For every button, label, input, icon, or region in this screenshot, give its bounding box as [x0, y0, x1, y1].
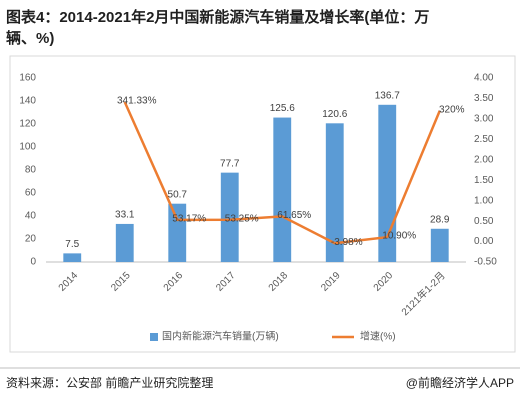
- bar: [168, 203, 187, 262]
- line-value-label: -3.98%: [331, 237, 363, 248]
- y2-tick-label: 1.50: [474, 175, 494, 186]
- source: 资料来源：公安部 前瞻产业研究院整理: [6, 375, 213, 390]
- bar-value-label: 120.6: [322, 109, 347, 120]
- y-tick-label: 40: [25, 211, 37, 222]
- bar: [430, 228, 449, 262]
- x-tick-label: 2015: [109, 270, 133, 294]
- y-tick-label: 100: [19, 142, 36, 153]
- y2-tick-label: 4.00: [474, 73, 494, 84]
- line-value-label: 341.33%: [117, 96, 157, 107]
- bar: [325, 123, 344, 262]
- x-tick-label: 2019: [319, 270, 343, 294]
- bar-value-label: 28.9: [430, 214, 450, 225]
- x-tick-label: 2014: [57, 270, 81, 294]
- x-tick-label: 2016: [162, 270, 186, 294]
- y2-tick-label: 0.50: [474, 216, 494, 227]
- y2-tick-label: -0.50: [474, 257, 497, 268]
- x-tick-label: 2121年1-2月: [398, 269, 447, 318]
- legend-label: 增速(%): [360, 330, 396, 343]
- line-value-label: 10.90%: [382, 231, 416, 242]
- x-tick-label: 2020: [372, 270, 396, 294]
- bar: [115, 223, 134, 262]
- y-tick-label: 160: [19, 73, 36, 84]
- legend-label: 国内新能源汽车销量(万辆): [162, 330, 279, 343]
- line-value-label: 53.25%: [225, 213, 259, 224]
- bar-value-label: 77.7: [220, 158, 240, 169]
- bar: [378, 104, 397, 262]
- bar-value-label: 33.1: [115, 210, 135, 221]
- bar-value-label: 125.6: [270, 103, 295, 114]
- y2-tick-label: 2.00: [474, 154, 494, 165]
- y2-tick-label: 0.00: [474, 236, 494, 247]
- line-value-label: 320%: [439, 104, 465, 115]
- y2-tick-label: 2.50: [474, 134, 494, 145]
- chart-frame: [9, 55, 516, 353]
- x-tick-label: 2017: [214, 270, 238, 294]
- y-tick-label: 120: [19, 119, 36, 130]
- line: [123, 101, 441, 245]
- legend-swatch: [150, 333, 158, 341]
- bar: [273, 117, 292, 262]
- y-tick-label: 0: [30, 257, 36, 268]
- watermark: @前瞻经济学人APP: [406, 375, 514, 390]
- line-value-label: 53.17%: [172, 213, 206, 224]
- bar-value-label: 136.7: [375, 90, 400, 101]
- bar-value-label: 7.5: [65, 239, 79, 250]
- line-value-label: 61.65%: [277, 210, 311, 221]
- y-tick-label: 20: [25, 234, 37, 245]
- chart-title: 辆、%): [6, 29, 54, 47]
- y2-tick-label: 1.00: [474, 195, 494, 206]
- y-tick-label: 80: [25, 165, 37, 176]
- y-tick-label: 60: [25, 188, 37, 199]
- x-tick-label: 2018: [267, 270, 291, 294]
- bar: [220, 172, 239, 262]
- y-tick-label: 140: [19, 96, 36, 107]
- y2-tick-label: 3.00: [474, 114, 494, 125]
- bar: [63, 253, 82, 262]
- bar-value-label: 50.7: [168, 189, 188, 200]
- chart-title: 图表4：2014-2021年2月中国新能源汽车销量及增长率(单位：万: [6, 8, 429, 26]
- y2-tick-label: 3.50: [474, 93, 494, 104]
